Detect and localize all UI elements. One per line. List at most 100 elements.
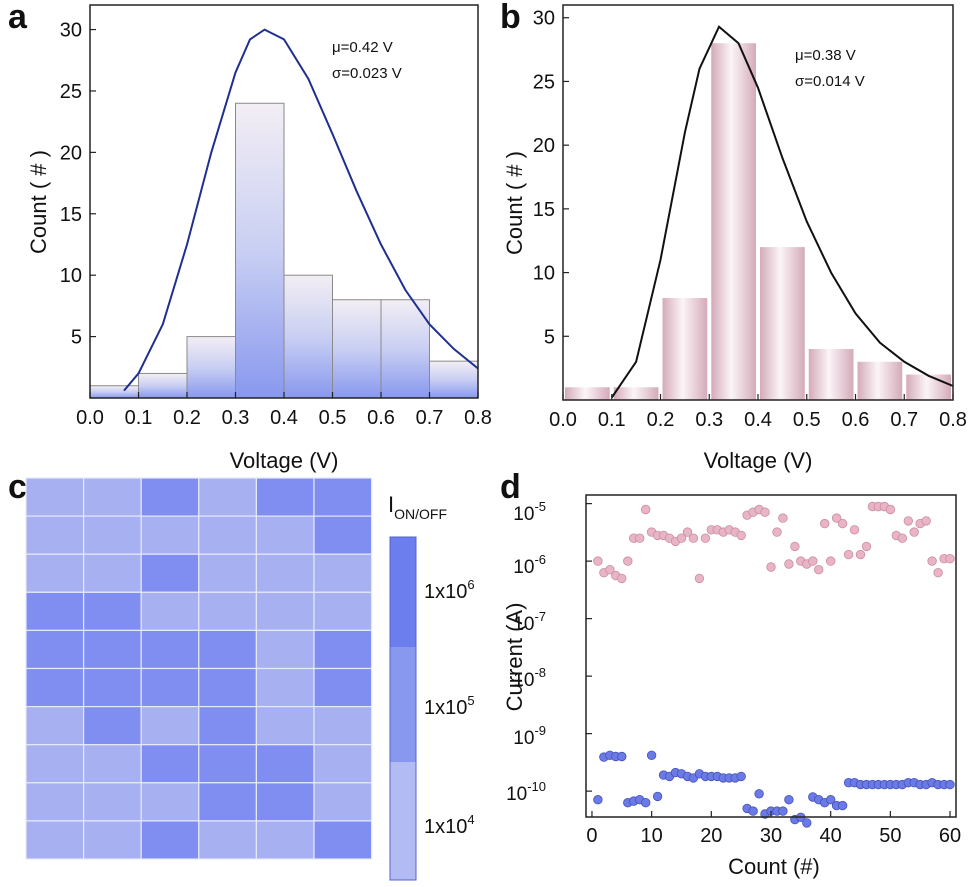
- panel-a-bars: [89, 102, 479, 399]
- heatmap-cell-r7-c3: [198, 744, 258, 784]
- heatmap-cell-r9-c0: [25, 820, 85, 860]
- b-bar-7: [906, 374, 951, 400]
- heatmap-cell-r2-c1: [82, 553, 142, 593]
- series-0-point-33: [784, 559, 794, 569]
- panel-d-ytick-label-1: 10-5: [513, 499, 546, 525]
- b-ytick-label-4: 25: [533, 71, 555, 93]
- heatmap-cell-r8-c5: [313, 782, 373, 822]
- heatmap-cell-r4-c0: [25, 629, 85, 670]
- heatmap-cell-r3-c0: [25, 591, 85, 631]
- series-0-point-39: [820, 518, 830, 529]
- a-bar-4: [283, 274, 333, 399]
- panel-d-xtick-label-0: 0: [586, 825, 597, 847]
- panel-a-x-axis-label: Voltage (V): [230, 448, 339, 473]
- heatmap-cell-r1-c0: [25, 515, 85, 555]
- heatmap-cell-r0-c3: [198, 477, 258, 517]
- heatmap-cell-r0-c2: [140, 477, 200, 517]
- series-1-point-36: [802, 818, 812, 828]
- series-0-point-56: [921, 516, 931, 526]
- panel-a-fit-curve: [123, 28, 479, 392]
- panel-d-ytick-label-2-exp: -6: [534, 552, 546, 567]
- series-0-point-44: [849, 525, 860, 535]
- colorbar-label-1e6-base: 1x10: [424, 581, 467, 603]
- colorbar-title-main: I: [388, 492, 394, 517]
- heatmap-cell-r5-c0: [25, 667, 85, 708]
- series-1-point-5: [617, 751, 627, 762]
- colorbar-title-sub: ON/OFF: [394, 506, 447, 522]
- series-0-point-42: [837, 518, 848, 529]
- heatmap-cell-r7-c0: [25, 744, 85, 784]
- panel-letter-d: d: [500, 468, 521, 506]
- panel-d-xtick-label-5: 50: [879, 825, 901, 847]
- colorbar-band-0: [390, 537, 416, 647]
- panel-d-ytick-label-3-exp: -7: [534, 609, 546, 624]
- panel-a-sigma-annotation: σ=0.023 V: [332, 65, 402, 82]
- a-xtick-label-6: 0.6: [367, 407, 395, 429]
- heatmap-cell-r9-c5: [313, 820, 373, 860]
- series-0-point-45: [855, 549, 866, 560]
- b-xtick-label-1: 0.1: [598, 409, 626, 431]
- a-xtick-label-8: 0.8: [464, 407, 492, 429]
- panel-a-x-ticks: 0.0 0.1 0.2 0.3 0.4 0.5 0.6 0.7 0.8: [76, 392, 492, 429]
- series-1-point-11: [652, 791, 663, 802]
- b-xtick-label-8: 0.8: [939, 409, 967, 431]
- heatmap-cell-r9-c4: [255, 820, 315, 860]
- series-1-point-1: [593, 795, 603, 805]
- heatmap-cell-r5-c3: [198, 667, 258, 708]
- panel-b-frame: [562, 4, 954, 401]
- a-ytick-label-1: 10: [60, 265, 82, 287]
- panel-b-y-axis-label: Count ( # ): [502, 151, 527, 255]
- panel-a-histogram: 0.0 0.1 0.2 0.3 0.4 0.5 0.6 0.7 0.8 51015202530 …: [26, 4, 492, 473]
- series-0-point-32: [778, 513, 788, 523]
- panel-b-mu-annotation: μ=0.38 V: [795, 47, 856, 64]
- series-0-point-6: [623, 556, 633, 566]
- heatmap-cell-r1-c1: [82, 515, 142, 555]
- a-bar-2: [186, 336, 236, 399]
- b-bar-1: [613, 387, 659, 400]
- series-0-point-9: [641, 504, 651, 515]
- heatmap-cell-r7-c5: [313, 744, 373, 784]
- panel-b-y-ticks: 5 10 15 20 25 30: [533, 8, 569, 348]
- colorbar-label-1e5-base: 1x10: [424, 697, 467, 719]
- a-xtick-label-1: 0.1: [125, 407, 153, 429]
- b-ytick-label-2: 15: [533, 199, 555, 221]
- series-0-point-54: [909, 527, 919, 537]
- heatmap-cell-r6-c3: [198, 705, 258, 746]
- panel-d-ytick-label-3: 10-7: [513, 609, 546, 635]
- a-xtick-label-5: 0.5: [319, 407, 347, 429]
- panel-d-xtick-label-3: 30: [760, 825, 782, 847]
- panel-d-ytick-label-6-exp: -10: [527, 779, 546, 794]
- panel-d-ytick-label-5-base: 10: [513, 728, 534, 749]
- heatmap-cell-r2-c5: [313, 553, 373, 593]
- heatmap-cell-r6-c5: [313, 705, 373, 746]
- b-ytick-label-5: 30: [533, 8, 555, 30]
- heatmap-cell-r1-c3: [198, 515, 258, 555]
- heatmap-cell-r6-c1: [82, 705, 142, 746]
- b-ytick-label-1: 10: [533, 263, 555, 285]
- panel-b-histogram: 0.0 0.1 0.2 0.3 0.4 0.5 0.6 0.7 0.8 51015202530 …: [502, 4, 967, 473]
- series-1-point-28: [754, 789, 764, 799]
- heatmap-cell-r9-c1: [82, 820, 142, 860]
- b-bar-5: [808, 349, 854, 400]
- a-ytick-label-3: 20: [60, 142, 82, 164]
- series-0-point-31: [772, 527, 782, 537]
- b-bar-2: [662, 298, 708, 400]
- heatmap-cell-r4-c2: [140, 629, 200, 670]
- colorbar-label-1e6: 1x106: [424, 577, 475, 603]
- b-ytick-label-0: 5: [544, 326, 555, 348]
- series-1-point-60: [945, 779, 955, 790]
- heatmap-cell-r8-c3: [198, 782, 258, 822]
- colorbar-band-2: [390, 762, 416, 880]
- colorbar-title: ION/OFF: [388, 492, 447, 522]
- series-1-point-27: [748, 806, 758, 816]
- series-1-point-10: [646, 750, 657, 761]
- heatmap-cell-r5-c2: [140, 667, 200, 708]
- b-xtick-label-3: 0.3: [695, 409, 723, 431]
- panel-d-ytick-label-1-base: 10: [513, 504, 534, 525]
- heatmap-cell-r0-c0: [25, 477, 85, 517]
- panel-d-ytick-label-2: 10-6: [513, 552, 546, 578]
- b-ytick-label-3: 20: [533, 135, 555, 157]
- series-1-point-25: [736, 771, 746, 782]
- panel-a-y-ticks: 5 10 15 20 25 30: [60, 20, 96, 349]
- heatmap-cell-r2-c0: [25, 553, 85, 593]
